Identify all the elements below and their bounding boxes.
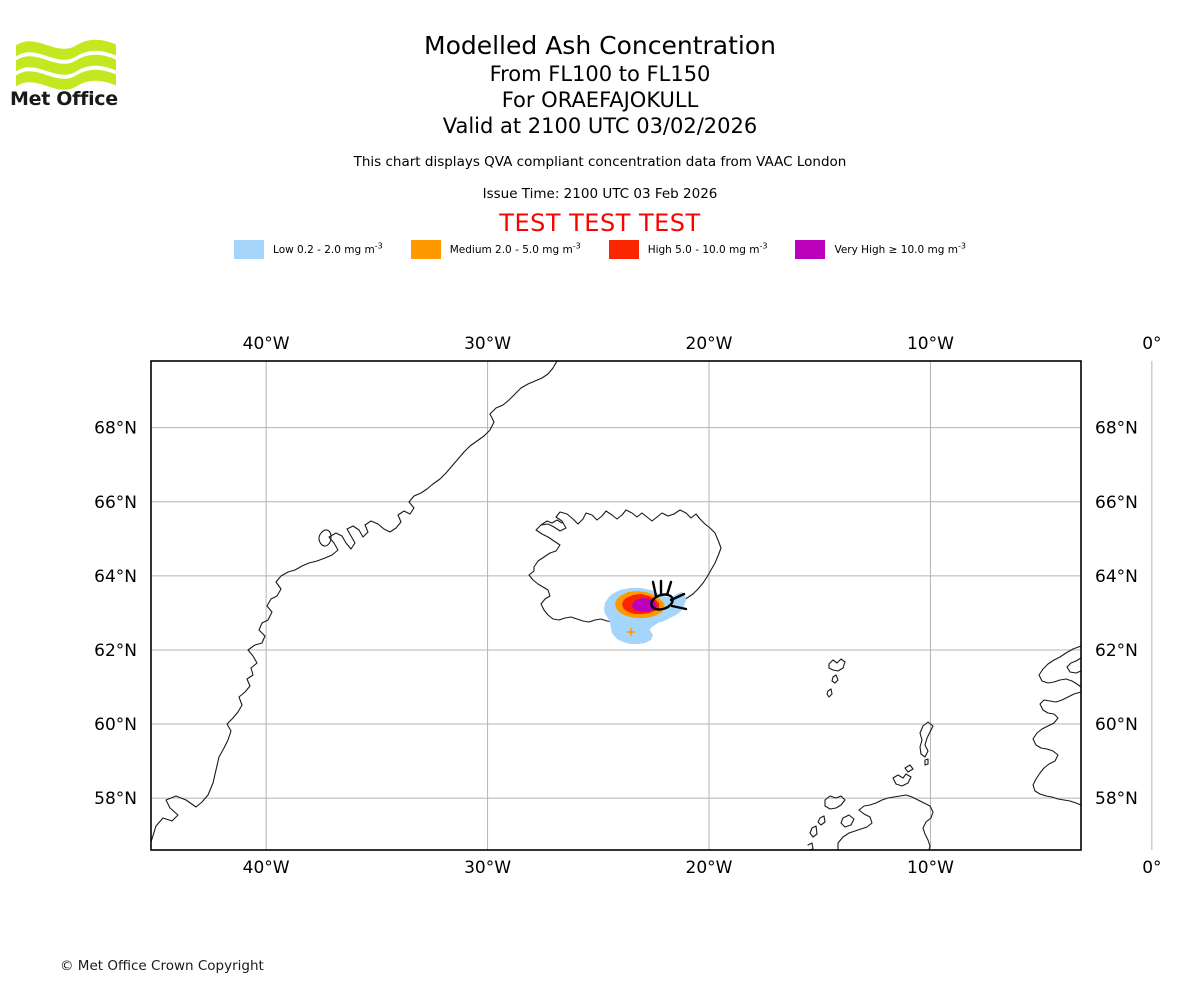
- coastline-orkney-north: [904, 764, 914, 773]
- coastline-iceland: [528, 509, 722, 623]
- coastline-outer-hebrides-isle: [809, 825, 818, 838]
- coastline-skye: [840, 814, 855, 828]
- lon-tick-label: 40°W: [243, 334, 290, 354]
- concentration-legend: Low 0.2 - 2.0 mg m-3 Medium 2.0 - 5.0 mg…: [0, 240, 1200, 259]
- coastline-greenland-island: [318, 529, 332, 547]
- legend-item-low: Low 0.2 - 2.0 mg m-3: [234, 240, 383, 259]
- lon-tick-label: 40°W: [243, 858, 290, 878]
- lon-tick-label: 30°W: [464, 334, 511, 354]
- lat-tick-label: 60°N: [94, 715, 137, 735]
- legend-swatch-very-high: [795, 240, 826, 259]
- legend-swatch-medium: [410, 240, 441, 259]
- ash-contour-medium: [615, 591, 665, 618]
- met-office-logo: [16, 39, 116, 90]
- coastlines: [150, 360, 1082, 851]
- ash-contour-very-high: [632, 598, 657, 612]
- lon-tick-label: 0°: [1142, 858, 1161, 878]
- lat-tick-label: 60°N: [1095, 715, 1138, 735]
- lat-tick-label: 58°N: [1095, 789, 1138, 809]
- coastline-faroe-islands-sw: [826, 688, 833, 698]
- legend-label-high: High 5.0 - 10.0 mg m-3: [647, 241, 768, 256]
- volcano-marker-icon: [650, 579, 688, 611]
- lat-tick-label: 58°N: [94, 789, 137, 809]
- lat-tick-label: 62°N: [1095, 641, 1138, 661]
- page-title: Modelled Ash Concentration: [424, 31, 776, 60]
- coastline-iceland-westfjords: [540, 519, 563, 526]
- ash-plume: [604, 588, 686, 644]
- flight-level-line: From FL100 to FL150: [489, 62, 711, 86]
- coastline-faroe-islands-south: [831, 674, 839, 684]
- chart-header: Modelled Ash Concentration From FL100 to…: [0, 0, 1200, 237]
- coastline-outer-hebrides: [824, 795, 846, 810]
- ash-contour-high: [622, 594, 659, 614]
- ash-contour-low-south-lobe: [611, 620, 653, 644]
- ash-contour-low: [604, 588, 686, 642]
- legend-item-very-high: Very High ≥ 10.0 mg m-3: [795, 240, 966, 259]
- lat-tick-label: 68°N: [1095, 419, 1138, 439]
- issue-time: Issue Time: 2100 UTC 03 Feb 2026: [482, 186, 718, 202]
- legend-label-low: Low 0.2 - 2.0 mg m-3: [273, 241, 383, 256]
- valid-time-line: Valid at 2100 UTC 03/02/2026: [442, 114, 758, 138]
- lon-tick-label: 10°W: [907, 858, 954, 878]
- test-banner: TEST TEST TEST: [499, 209, 701, 237]
- axis-tick-labels: 40°W 40°W 30°W 30°W 20°W 20°W 10°W 10°W 0° 0° 68°N…: [94, 334, 1161, 878]
- lon-tick-label: 10°W: [907, 334, 954, 354]
- legend-swatch-low: [234, 240, 265, 259]
- map-plot-area: [151, 361, 1081, 850]
- met-office-waves-icon: [16, 39, 116, 90]
- volcano-name-line: For ORAEFAJOKULL: [501, 88, 699, 112]
- legend-swatch-high: [608, 240, 639, 259]
- lat-tick-label: 62°N: [94, 641, 137, 661]
- copyright-text: © Met Office Crown Copyright: [60, 958, 264, 974]
- graticule-gridlines: [151, 361, 1153, 850]
- lat-tick-label: 64°N: [94, 567, 137, 587]
- legend-label-very-high: Very High ≥ 10.0 mg m-3: [834, 241, 966, 256]
- legend-item-medium: Medium 2.0 - 5.0 mg m-3: [410, 240, 581, 259]
- lat-tick-label: 68°N: [94, 419, 137, 439]
- chart-note: This chart displays QVA compliant concen…: [353, 154, 847, 170]
- lat-tick-label: 64°N: [1095, 567, 1138, 587]
- lon-tick-label: 0°: [1142, 334, 1161, 354]
- legend-label-medium: Medium 2.0 - 5.0 mg m-3: [449, 241, 581, 256]
- lat-tick-label: 66°N: [94, 493, 137, 513]
- coastline-shetland: [919, 721, 934, 758]
- coastline-faroe-islands: [828, 658, 846, 672]
- coastline-outer-hebrides-south: [817, 815, 826, 826]
- coastline-greenland: [150, 360, 558, 843]
- coastline-norway: [1032, 645, 1082, 806]
- coastline-scotland: [837, 794, 934, 851]
- source-cross-icon: [627, 628, 635, 636]
- map-frame: [150, 360, 1082, 851]
- coastline-shetland-south: [924, 758, 929, 766]
- legend-item-high: High 5.0 - 10.0 mg m-3: [608, 240, 768, 259]
- lon-tick-label: 20°W: [686, 334, 733, 354]
- met-office-wordmark: Met Office: [10, 88, 118, 110]
- coastline-orkney: [892, 773, 912, 787]
- coastline-hebrides-small: [807, 842, 814, 851]
- lon-tick-label: 20°W: [686, 858, 733, 878]
- lon-tick-label: 30°W: [464, 858, 511, 878]
- coastline-norway-detail: [1066, 657, 1082, 674]
- lat-tick-label: 66°N: [1095, 493, 1138, 513]
